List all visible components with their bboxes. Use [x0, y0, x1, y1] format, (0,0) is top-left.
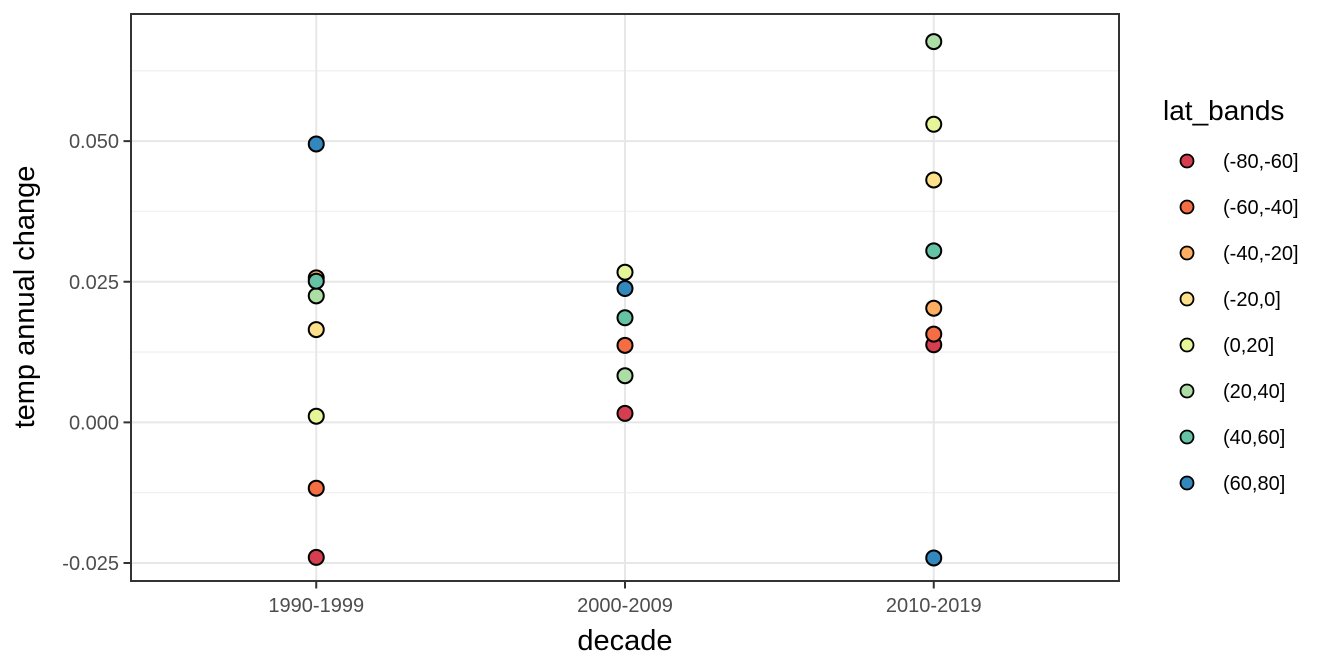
x-tick-label: 2010-2019: [886, 595, 982, 617]
x-tick-label: 1990-1999: [268, 595, 364, 617]
data-point: [307, 135, 325, 153]
data-point: [307, 479, 325, 497]
legend-key-dot: [1179, 199, 1195, 215]
data-point: [616, 280, 634, 297]
data-point: [307, 321, 325, 339]
data-point: [925, 171, 943, 189]
y-axis-title: temp annual change: [9, 166, 41, 429]
data-point: [925, 299, 943, 317]
legend-key-dot: [1179, 153, 1195, 169]
legend: lat_bands (-80,-60] (-60,-40] (-40,-20] (-2…: [1163, 95, 1299, 495]
data-point: [925, 33, 943, 51]
data-point: [307, 272, 325, 290]
legend-key-dot: [1179, 337, 1195, 353]
legend-key-dot: [1179, 291, 1195, 307]
data-point: [307, 287, 325, 305]
x-tick-label: 2000-2009: [577, 595, 673, 617]
axis-tick-marks: [123, 140, 935, 589]
legend-key-label: (40,60]: [1223, 427, 1285, 449]
x-axis-title: decade: [577, 625, 672, 657]
data-point: [307, 407, 325, 425]
legend-key-label: (0,20]: [1223, 335, 1274, 357]
legend-key-dot: [1179, 475, 1195, 491]
legend-key-dot: [1179, 245, 1195, 261]
data-point: [925, 325, 943, 343]
legend-title: lat_bands: [1163, 95, 1284, 126]
legend-key-dot: [1179, 429, 1195, 445]
data-point: [925, 549, 943, 567]
y-tick-label: 0.050: [69, 131, 119, 153]
data-point: [925, 115, 943, 133]
legend-key-dot: [1179, 383, 1195, 399]
legend-key-label: (60,80]: [1223, 473, 1285, 495]
data-point: [616, 263, 634, 281]
data-point: [307, 548, 325, 566]
legend-key-label: (20,40]: [1223, 381, 1285, 403]
data-point: [616, 404, 634, 422]
data-points: [307, 33, 943, 567]
legend-key-label: (-40,-20]: [1223, 243, 1299, 265]
x-axis-tick-labels: 1990-1999 2000-2009 2010-2019: [268, 595, 981, 617]
data-point: [616, 309, 634, 327]
legend-key-label: (-20,0]: [1223, 289, 1281, 311]
y-tick-label: -0.025: [62, 553, 119, 575]
y-tick-label: 0.000: [69, 412, 119, 434]
data-point: [616, 367, 634, 385]
legend-entries: (-80,-60] (-60,-40] (-40,-20] (-20,0] (0,20]…: [1179, 151, 1299, 495]
data-point: [925, 242, 943, 260]
y-tick-label: 0.025: [69, 272, 119, 294]
y-axis-tick-labels: -0.025 0.000 0.025 0.050: [62, 131, 119, 575]
data-point: [616, 336, 634, 354]
legend-key-label: (-80,-60]: [1223, 151, 1299, 173]
legend-key-label: (-60,-40]: [1223, 197, 1299, 219]
